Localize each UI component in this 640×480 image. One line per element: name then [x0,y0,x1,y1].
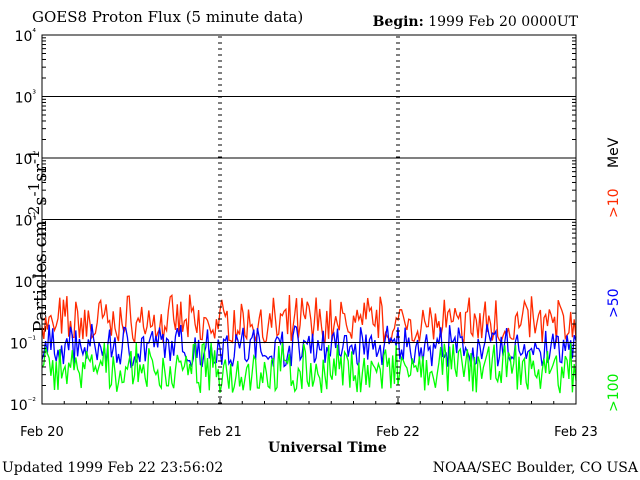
y-tick-layer: 10⁻² 10⁻¹ 10⁰ 10¹ 10² 10³ 10⁴ [10,28,576,414]
y-tick-label: 10³ [15,90,37,107]
x-tick-layer: Feb 20 Feb 21 Feb 22 Feb 23 [20,398,598,440]
y-tick-label: 10¹ [15,213,37,230]
legend-gt10: >10 [606,188,622,218]
updated-label: Updated [2,460,63,476]
begin-label: Begin: [372,14,424,30]
credit: NOAA/SEC Boulder, CO USA [432,460,638,476]
updated-value: 1999 Feb 22 23:56:02 [67,460,224,476]
legend-gt10-name: >10 [606,188,622,218]
legend-gt100: >100 [606,373,622,412]
series-line-2 [41,323,577,369]
series-line-1 [41,294,577,345]
series-layer [41,294,577,394]
legend-mev-unit: MeV [606,137,622,168]
y-tick-label: 10² [15,151,37,168]
x-tick-label: Feb 21 [198,425,242,440]
updated-time: Updated 1999 Feb 22 23:56:02 [2,460,223,476]
series-line-3 [41,342,577,394]
y-tick-label: 10⁻¹ [10,336,37,353]
grid-layer [42,36,576,404]
begin-time: Begin: 1999 Feb 20 0000UT [373,14,578,30]
y-tick-label: 10⁴ [15,28,37,45]
x-tick-label: Feb 20 [20,425,64,440]
x-axis-label: Universal Time [268,440,387,456]
x-tick-label: Feb 23 [554,425,598,440]
begin-value: 1999 Feb 20 0000UT [428,14,578,30]
y-tick-label: 10⁻² [10,397,37,414]
y-tick-label: 10⁰ [15,274,37,291]
x-tick-label: Feb 22 [376,425,420,440]
chart-title: GOES8 Proton Flux (5 minute data) [32,8,304,26]
legend-gt50: >50 [606,288,622,318]
